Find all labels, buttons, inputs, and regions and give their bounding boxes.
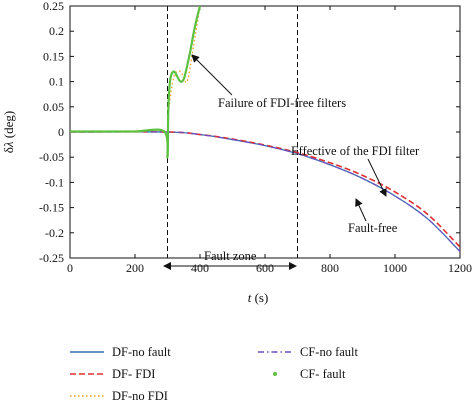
y-tick-label: 0 (58, 125, 64, 139)
legend-item-df-fdi-label: DF- FDI (112, 367, 155, 381)
failure-annotation: Failure of FDI-free filters (218, 96, 346, 110)
legend-item-cf-fault-label: CF- fault (300, 367, 346, 381)
legend-item-df-no-fdi-label: DF-no FDI (112, 389, 168, 403)
y-tick-label: -0.05 (39, 150, 64, 164)
y-axis: 0.25 0.2 0.15 0.1 0.05 0 -0.05 -0.1 -0.15 -0.2 -0.… (39, 0, 460, 265)
legend-item-df-fdi: DF- FDI (70, 367, 155, 381)
y-tick-label: -0.2 (45, 226, 64, 240)
y-tick-label: -0.1 (45, 175, 64, 189)
series-cf-fault-line (70, 6, 202, 159)
x-tick-label: 1200 (448, 261, 472, 275)
effective-annotation: Effective of the FDI filter (291, 144, 420, 158)
legend-item-cf-fault: CF- fault (273, 367, 346, 381)
effective-arrow (367, 158, 387, 197)
legend-item-df-no-fault: DF-no fault (70, 345, 171, 359)
legend-item-cf-no-fault: CF-no fault (258, 345, 359, 359)
fault-free-arrow (355, 198, 367, 222)
fault-free-annotation: Fault-free (348, 221, 398, 235)
y-axis-label: δλ (deg) (1, 111, 16, 153)
legend-item-df-no-fdi: DF-no FDI (70, 389, 168, 403)
y-tick-label: -0.25 (39, 251, 64, 265)
x-tick-label: 1000 (383, 261, 407, 275)
fault-zone-text: Fault zone (204, 249, 257, 263)
x-axis-label: t (s) (248, 290, 269, 305)
y-tick-label: 0.1 (49, 75, 64, 89)
y-tick-label: -0.15 (39, 201, 64, 215)
series-cf-no-fault (70, 131, 460, 252)
y-tick-label: 0.2 (49, 24, 64, 38)
y-tick-label: 0.25 (43, 0, 64, 13)
x-tick-label: 200 (126, 261, 144, 275)
failure-arrow (191, 54, 233, 96)
legend-item-cf-fault-swatch (273, 372, 277, 376)
y-tick-label: 0.15 (43, 49, 64, 63)
legend-item-df-no-fault-label: DF-no fault (112, 345, 171, 359)
x-tick-label: 800 (321, 261, 339, 275)
x-tick-label: 0 (67, 261, 73, 275)
x-axis: 0 200 400 600 800 1000 1200 (67, 6, 472, 275)
x-tick-label: 400 (191, 261, 209, 275)
legend-item-cf-no-fault-label: CF-no fault (300, 345, 359, 359)
x-tick-label: 600 (256, 261, 274, 275)
series-group (70, 6, 460, 252)
fault-zone-lines (167, 6, 298, 258)
y-tick-label: 0.05 (43, 100, 64, 114)
legend: DF-no fault DF- FDI DF-no FDI CF-no fault CF… (70, 345, 359, 403)
